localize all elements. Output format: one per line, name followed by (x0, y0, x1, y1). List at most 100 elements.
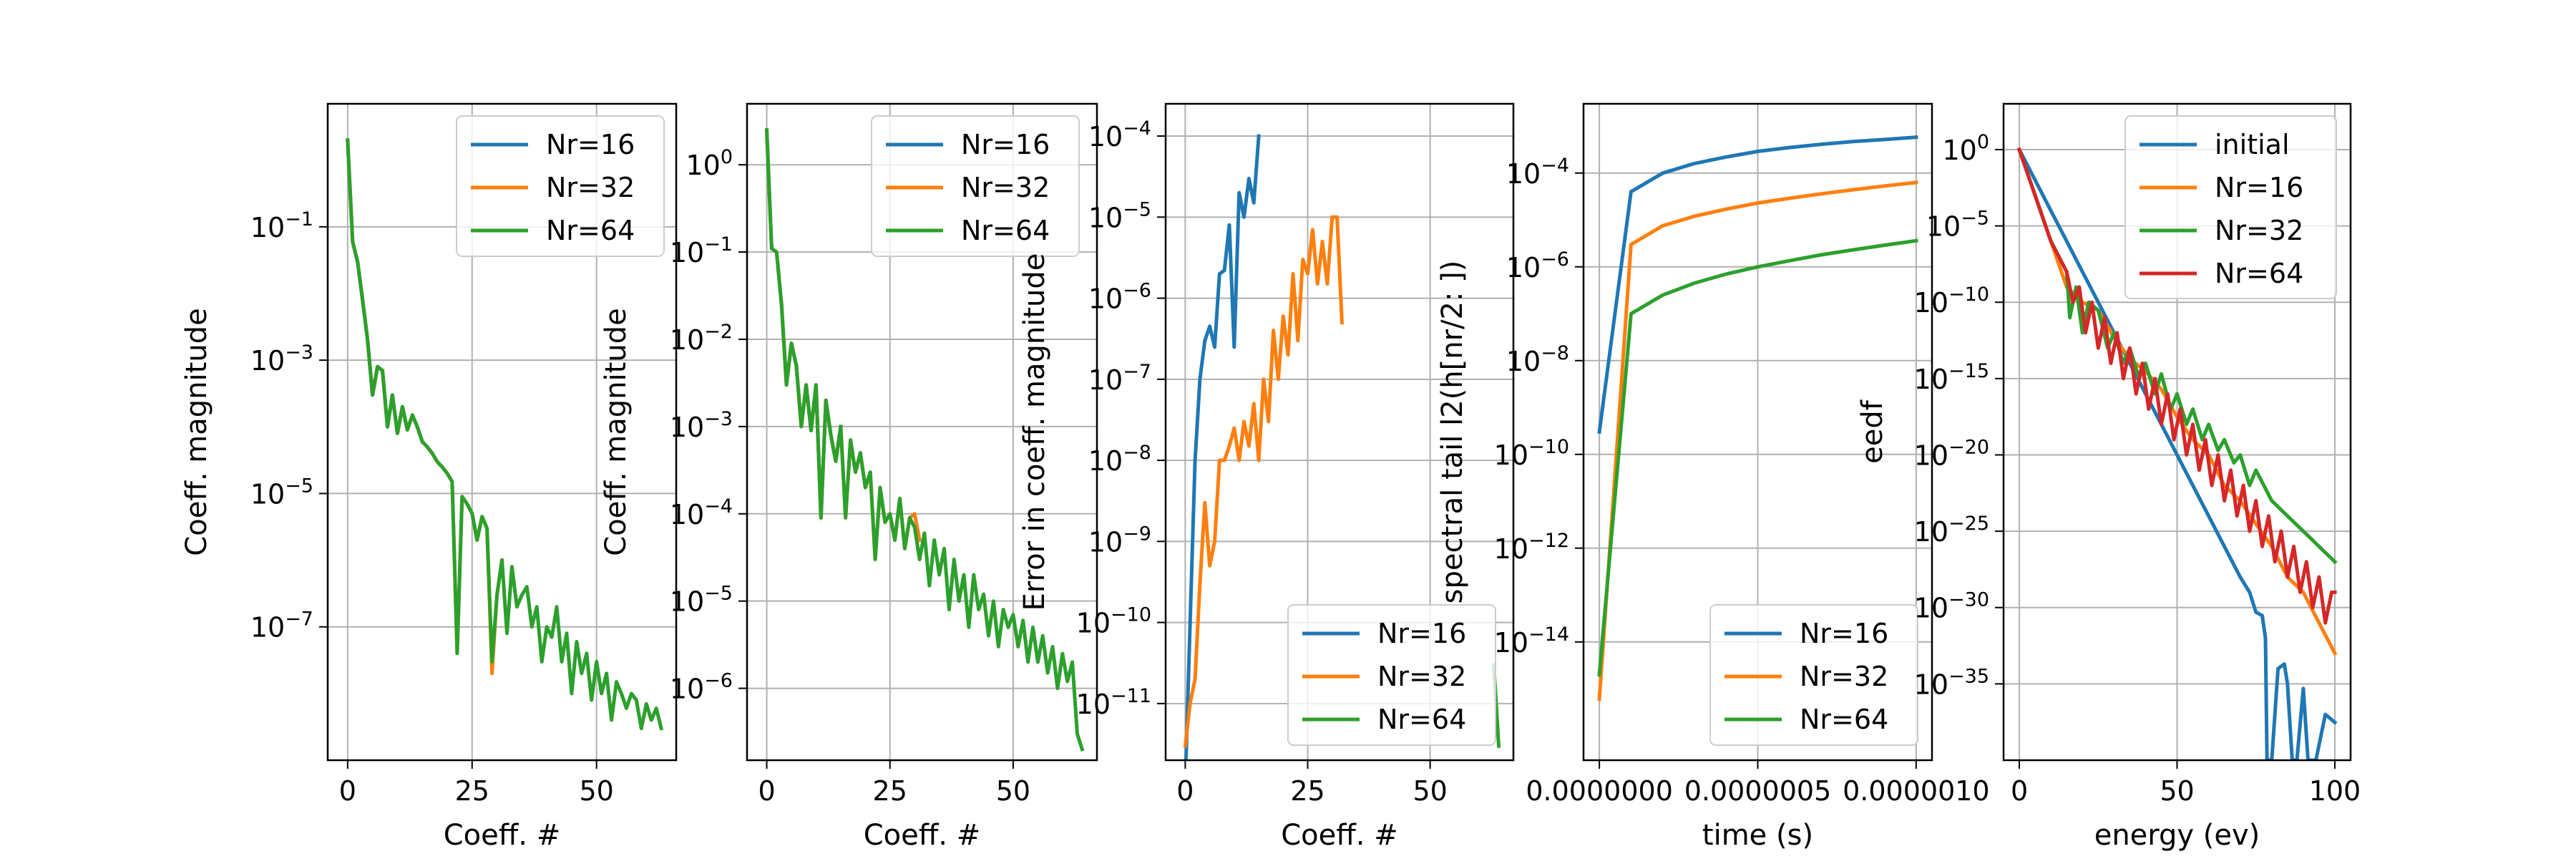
chart-panel-3: 0 25 50 10−4 10−5 10−6 10−7 10−8 10−9 10−10 10−11 C… (1018, 102, 1515, 852)
y-tick-label: 10−7 (250, 608, 313, 644)
legend-entry-label: Nr=64 (2215, 258, 2303, 289)
legend-box (1287, 604, 1496, 746)
y-tick-label: 10−11 (1076, 685, 1151, 720)
series-group (764, 128, 1085, 752)
y-tick-label: 10−5 (1926, 208, 1989, 243)
y-axis-label: spectral tail l2(h[nr/2: ]) (1436, 261, 1469, 604)
chart-panel-1: 0 25 50 10−1 10−3 10−5 10−7 Coeff. # Coeff. magn… (180, 102, 678, 852)
x-axis-label: Coeff. # (1281, 819, 1398, 852)
y-tick-label: 10−9 (1088, 523, 1151, 558)
x-tick-label: 0.0000010 (1843, 775, 1990, 807)
y-tick-label: 10−12 (1494, 530, 1569, 565)
chart-panel-4: 0.0000000 0.0000005 0.0000010 10−4 10−6 10−8 1… (1436, 102, 1990, 852)
y-tick-label: 10−7 (1088, 361, 1151, 396)
y-tick-label: 10−1 (670, 233, 733, 268)
series-group (1597, 135, 1918, 702)
series-group (2016, 147, 2338, 760)
y-axis-label: Coeff. magnitude (180, 308, 213, 555)
legend-entry-label: Nr=32 (546, 172, 635, 203)
y-tick-label: 10−4 (1506, 155, 1569, 190)
series-line-nr-32 (1183, 215, 1345, 748)
x-tick-label: 50 (580, 775, 614, 807)
legend-box (1709, 604, 1918, 746)
y-tick-label: 10−10 (1914, 283, 1989, 319)
y-tick-label: 10−10 (1076, 604, 1151, 639)
series-line-nr-16 (1597, 135, 1918, 435)
x-tick-label: 0 (1176, 775, 1194, 807)
series-line-nr-32 (1597, 180, 1918, 702)
y-tick-label: 10−5 (670, 583, 733, 618)
series-line-nr-64 (2016, 147, 2337, 625)
legend-entry-label: Nr=32 (1377, 661, 1466, 692)
y-tick-label: 10−14 (1494, 623, 1569, 659)
chart-panel-5: 0 50 100 100 10−5 10−10 10−15 10−20 10−25 10−30 10… (1856, 102, 2361, 852)
chart-panel-2: 0 25 50 100 10−1 10−2 10−3 10−4 10−5 10−6 Coeff. #… (600, 102, 1098, 852)
y-tick-label: 10−3 (670, 408, 733, 443)
legend-entry-label: Nr=64 (546, 215, 635, 246)
y-tick-label: 10−35 (1914, 665, 1989, 700)
x-tick-label: 0 (758, 775, 775, 807)
series-line-initial (2016, 147, 2338, 760)
legend: Nr=16 Nr=32 Nr=64 (1287, 604, 1496, 746)
legend-entry-label: initial (2215, 129, 2290, 160)
y-tick-label: 10−2 (670, 321, 733, 356)
y-axis-label: eedf (1856, 399, 1889, 464)
axes-frame (326, 102, 678, 762)
y-tick-label: 10−3 (250, 341, 313, 377)
x-axis-label: Coeff. # (444, 819, 561, 852)
y-tick-label: 100 (686, 146, 733, 181)
legend-box (2124, 115, 2337, 299)
y-tick-label: 10−1 (250, 208, 313, 243)
legend: initial Nr=16 Nr=32 Nr=64 (2124, 115, 2337, 299)
y-tick-label: 10−25 (1914, 513, 1989, 548)
x-tick-label: 0.0000000 (1526, 775, 1673, 807)
legend-entry-label: Nr=32 (1800, 661, 1888, 692)
legend-entry-label: Nr=64 (1377, 704, 1466, 735)
x-tick-label: 100 (2309, 775, 2361, 807)
y-tick-label: 10−4 (670, 495, 733, 530)
legend-entry-label: Nr=16 (1377, 618, 1466, 649)
x-tick-label: 50 (996, 775, 1030, 807)
x-axis-label: time (s) (1702, 819, 1813, 852)
axes-frame (746, 102, 1098, 762)
y-tick-label: 10−8 (1088, 442, 1151, 477)
y-tick-label: 10−5 (250, 475, 313, 510)
legend-box (456, 115, 665, 257)
legend-entry-label: Nr=32 (961, 172, 1050, 203)
legend-entry-label: Nr=64 (961, 215, 1050, 246)
x-tick-label: 0 (2011, 775, 2028, 807)
series-line-nr-32 (2016, 147, 2338, 565)
y-tick-label: 10−8 (1506, 342, 1569, 377)
x-axis-label: energy (ev) (2094, 819, 2260, 852)
x-tick-label: 0.0000005 (1684, 775, 1832, 807)
legend-box (871, 115, 1080, 257)
y-tick-label: 10−10 (1494, 436, 1569, 471)
y-tick-label: 100 (1942, 131, 1989, 166)
legend-entry-label: Nr=16 (961, 129, 1050, 160)
x-tick-label: 50 (2160, 775, 2194, 807)
legend-entry-label: Nr=16 (2215, 172, 2303, 203)
series-line-nr-64 (346, 138, 664, 731)
y-tick-label: 10−6 (1088, 280, 1151, 315)
series-line-nr-16 (1184, 134, 1261, 760)
legend-entry-label: Nr=16 (546, 129, 635, 160)
x-tick-label: 25 (1290, 775, 1324, 807)
series-group (346, 138, 664, 731)
legend: Nr=16 Nr=32 Nr=64 (456, 115, 665, 257)
y-tick-label: 10−5 (1088, 198, 1151, 233)
x-tick-label: 0 (339, 775, 356, 807)
y-tick-label: 10−20 (1914, 436, 1989, 471)
y-tick-label: 10−6 (1506, 248, 1569, 283)
legend: Nr=16 Nr=32 Nr=64 (871, 115, 1080, 257)
legend-entry-label: Nr=32 (2215, 215, 2303, 246)
x-tick-label: 50 (1413, 775, 1447, 807)
series-line-nr-64 (764, 128, 1085, 752)
legend-entry-label: Nr=64 (1800, 704, 1888, 735)
axes-frame (1164, 102, 1515, 762)
legend-entry-label: Nr=16 (1800, 618, 1888, 649)
y-tick-label: 10−30 (1914, 589, 1989, 624)
y-axis-label: Error in coeff. magnitude (1018, 253, 1051, 611)
x-tick-label: 25 (873, 775, 907, 807)
x-axis-label: Coeff. # (864, 819, 981, 852)
